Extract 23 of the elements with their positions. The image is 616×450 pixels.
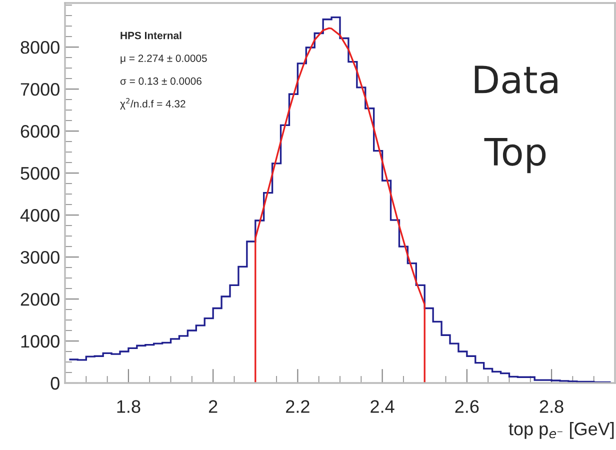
y-tick-label: 8000 xyxy=(20,41,60,54)
y-tick-label: 4000 xyxy=(20,208,60,222)
y-tick-label: 0 xyxy=(50,376,60,390)
y-tick-label: 1000 xyxy=(21,334,60,348)
annotation: χ$^{2}$/n.d.f = 4.32 xyxy=(120,98,186,110)
annotation: Top xyxy=(484,138,546,174)
x-tick-label: 1.8 xyxy=(117,400,140,413)
x-tick-label: 2.4 xyxy=(370,400,394,413)
y-tick-label: 3000 xyxy=(20,250,60,264)
x-axis-title: top p$_{e⁻}$ [GeV] xyxy=(508,422,614,439)
y-tick-label: 5000 xyxy=(20,166,60,180)
x-tick-label: 2 xyxy=(208,400,218,413)
x-tick-label: 2.8 xyxy=(540,400,564,413)
y-tick-label: 6000 xyxy=(20,125,60,138)
annotation: HPS Internal xyxy=(120,32,182,40)
y-tick-label: 2000 xyxy=(20,292,60,306)
line-series xyxy=(254,27,426,383)
annotation: σ = 0.13 ± 0.0006 xyxy=(120,77,202,85)
annotation: Data xyxy=(474,66,558,94)
y-tick-label: 7000 xyxy=(20,83,60,96)
x-tick-label: 2.6 xyxy=(455,400,479,413)
x-tick-label: 2.2 xyxy=(286,400,310,413)
annotation: μ = 2.274 ± 0.0005 xyxy=(120,54,207,64)
